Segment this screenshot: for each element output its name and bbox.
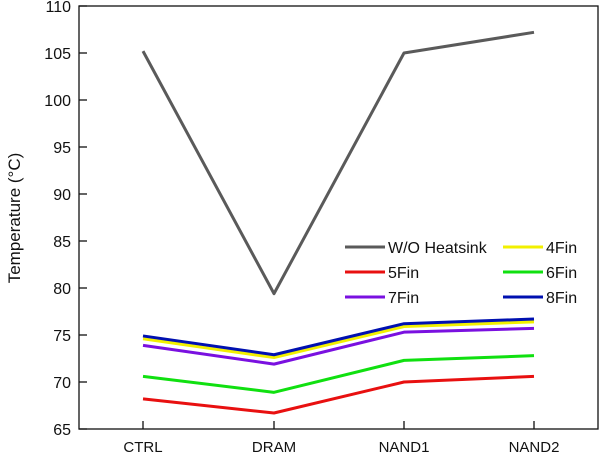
series-line-7fin: [142, 326, 535, 366]
y-tick-label: 110: [45, 0, 71, 16]
series-line-4fin: [142, 320, 535, 360]
legend-label: 8Fin: [546, 290, 577, 307]
y-tick-label: 70: [53, 375, 71, 392]
y-tick-label: 85: [53, 234, 71, 251]
series-line-5fin: [142, 374, 535, 415]
legend-label: W/O Heatsink: [388, 240, 488, 257]
y-tick-label: 90: [53, 187, 71, 204]
x-tick-label: CTRL: [123, 439, 162, 456]
x-tick-label: NAND2: [509, 439, 560, 456]
y-tick-label: 100: [44, 93, 71, 110]
y-tick-label: 95: [53, 140, 71, 157]
y-tick-label: 80: [53, 281, 71, 298]
y-tick-label: 75: [53, 328, 71, 345]
legend-label: 7Fin: [388, 290, 419, 307]
y-tick-label: 65: [53, 422, 71, 439]
series-line-6fin: [142, 354, 535, 394]
y-tick-label: 105: [44, 46, 71, 63]
x-tick-label: DRAM: [252, 439, 296, 456]
plot-frame: [78, 5, 599, 430]
legend-label: 4Fin: [546, 240, 577, 257]
legend-label: 5Fin: [388, 265, 419, 282]
legend-label: 6Fin: [546, 265, 577, 282]
x-tick-label: NAND1: [379, 439, 430, 456]
series-line-8fin: [142, 317, 535, 357]
y-axis-label: Temperature (°C): [5, 153, 24, 284]
series-line-w-o-heatsink: [141, 30, 535, 296]
